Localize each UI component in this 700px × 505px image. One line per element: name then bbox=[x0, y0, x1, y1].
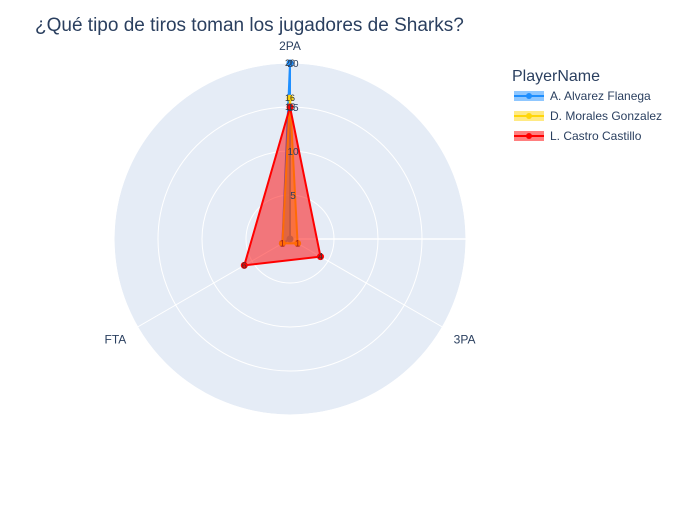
legend-marker bbox=[526, 93, 532, 99]
data-point-a-alvarez-flanega-2pa bbox=[286, 59, 294, 67]
radial-tick-label: 20 bbox=[287, 59, 299, 70]
data-point-d-morales-gonzalez-2pa bbox=[286, 94, 294, 102]
data-point-l-castro-castillo-3pa bbox=[316, 253, 324, 261]
data-label-l-castro-castillo-3pa: 4 bbox=[318, 252, 323, 262]
axis-label-fta: FTA bbox=[105, 333, 127, 347]
axis-label-2pa: 2PA bbox=[279, 39, 301, 53]
legend-marker bbox=[526, 113, 532, 119]
data-point-l-castro-castillo-fta bbox=[240, 261, 248, 269]
legend: PlayerName A. Alvarez Flanega D. Morales … bbox=[512, 68, 662, 143]
chart-title: ¿Qué tipo de tiros toman los jugadores d… bbox=[35, 15, 464, 36]
legend-title: PlayerName bbox=[512, 68, 600, 85]
legend-label: D. Morales Gonzalez bbox=[550, 109, 662, 123]
data-label-d-morales-gonzalez-2pa: 16 bbox=[285, 93, 295, 103]
radial-tick-label: 5 bbox=[290, 191, 296, 202]
legend-item-a-alvarez-flanega: A. Alvarez Flanega bbox=[514, 89, 651, 103]
legend-marker bbox=[526, 133, 532, 139]
radial-tick-label: 10 bbox=[287, 147, 299, 158]
legend-item-d-morales-gonzalez: D. Morales Gonzalez bbox=[514, 109, 662, 123]
legend-label: L. Castro Castillo bbox=[550, 129, 642, 143]
series-area-l-castro-castillo bbox=[243, 106, 322, 267]
legend-item-l-castro-castillo: L. Castro Castillo bbox=[514, 129, 642, 143]
polar-area: 2PA3PAFTA201161115465101520 bbox=[105, 39, 476, 416]
axis-label-3pa: 3PA bbox=[454, 333, 476, 347]
data-label-l-castro-castillo-2pa: 15 bbox=[285, 102, 295, 112]
data-point-l-castro-castillo-2pa bbox=[286, 103, 294, 111]
data-label-a-alvarez-flanega-2pa: 20 bbox=[285, 58, 295, 68]
legend-label: A. Alvarez Flanega bbox=[550, 89, 651, 103]
data-label-l-castro-castillo-fta: 6 bbox=[242, 260, 247, 270]
radial-tick-label: 15 bbox=[287, 103, 299, 114]
